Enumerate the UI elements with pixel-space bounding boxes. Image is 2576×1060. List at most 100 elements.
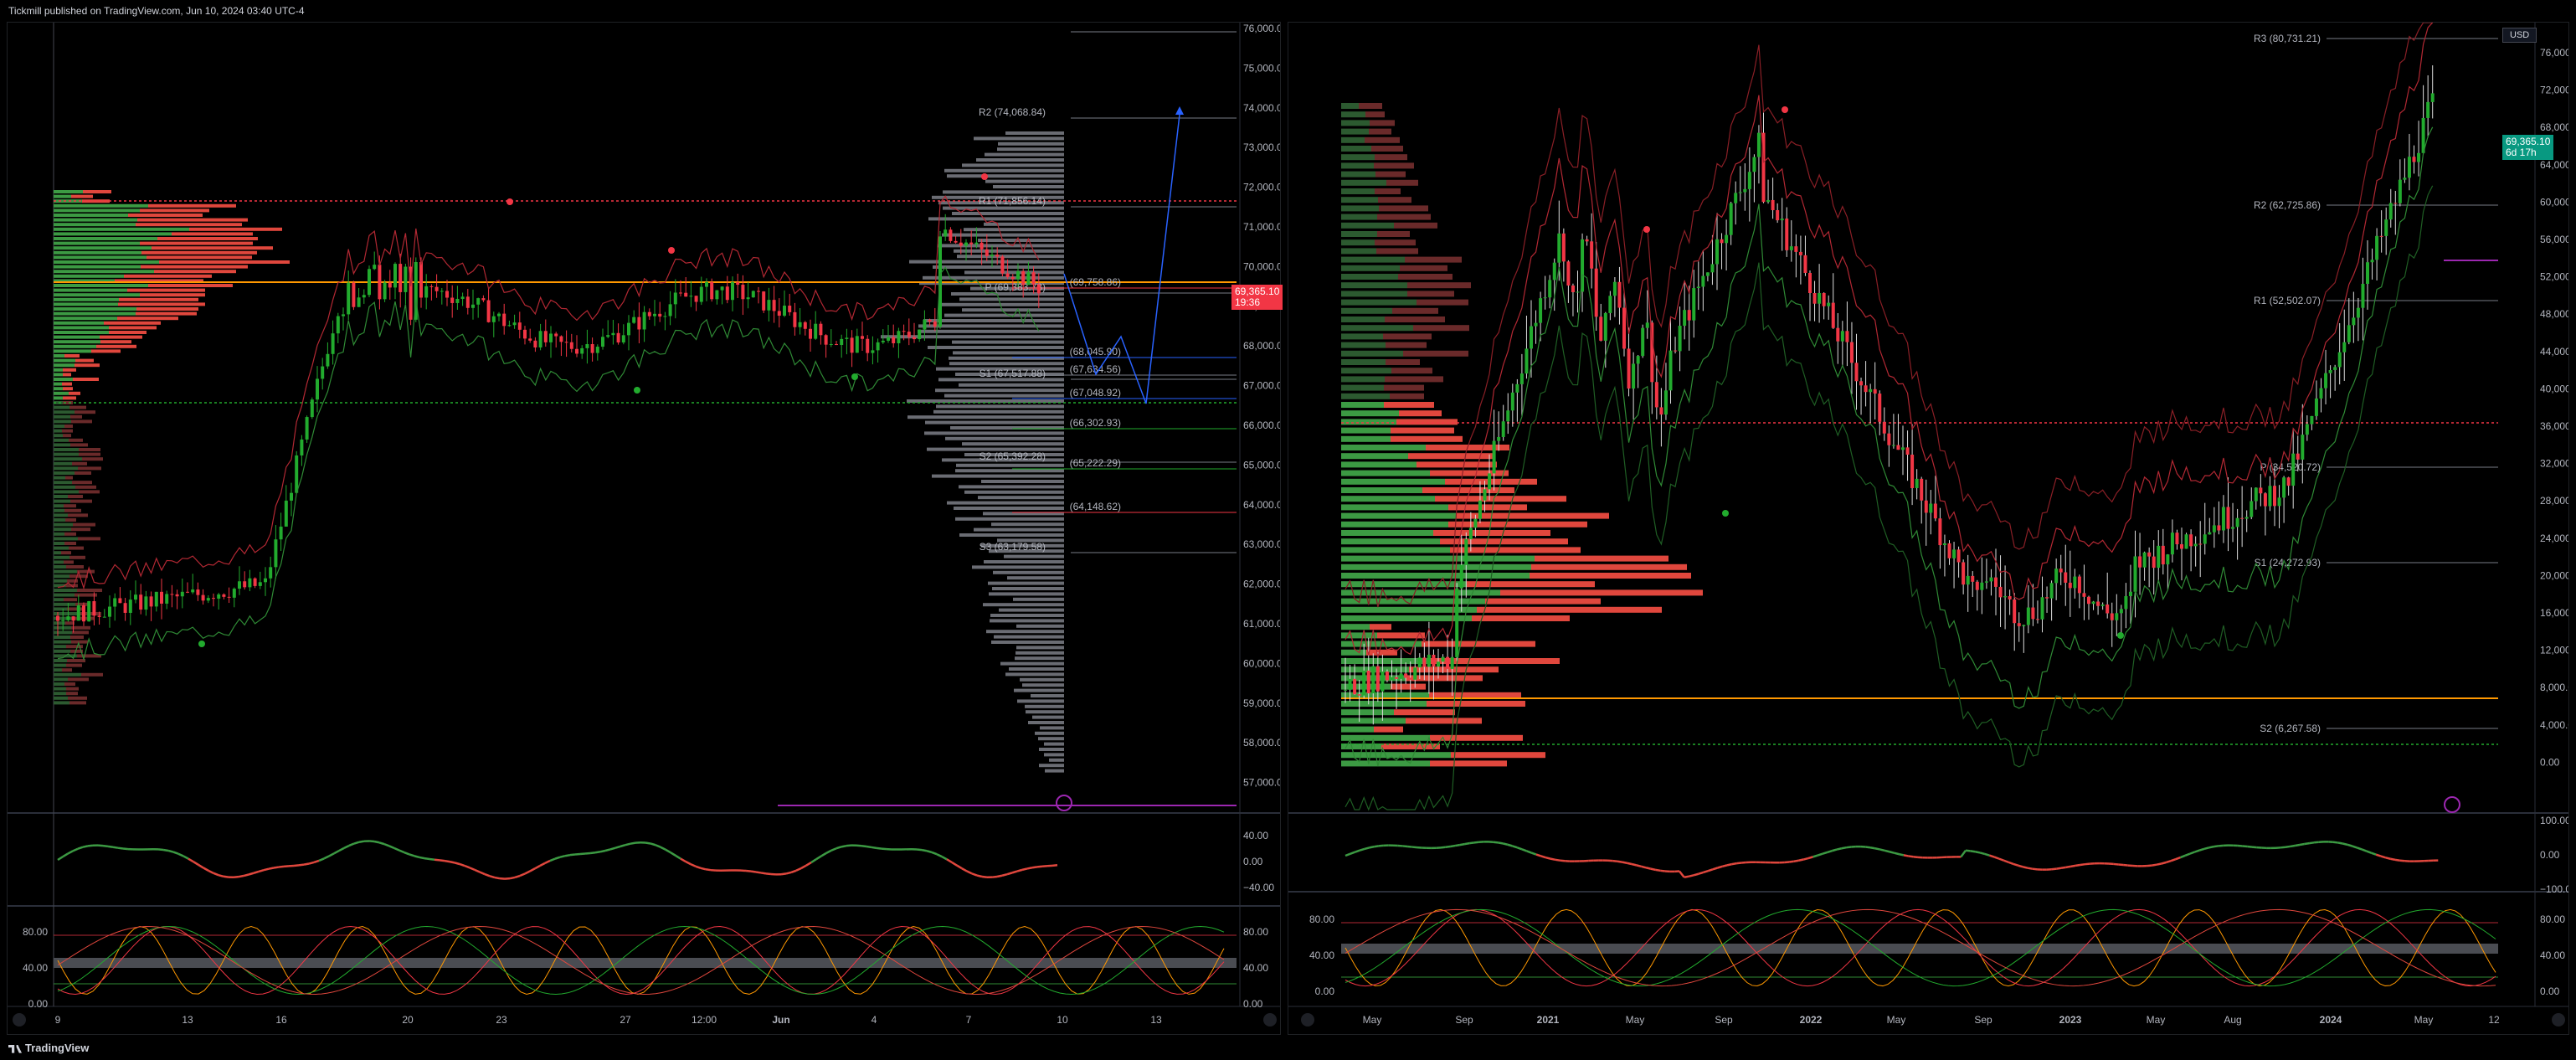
right-candle-body: [1905, 447, 1910, 455]
right-candle-body: [1385, 672, 1389, 681]
right-osc1-line: [2027, 867, 2034, 870]
right-osc1-line: [1612, 859, 1618, 863]
left-volume-profile-bar-up: [54, 190, 83, 193]
right-goto-start-button[interactable]: [1301, 1013, 1314, 1027]
right-candle-body: [2417, 152, 2421, 162]
right-countdown: 6d 17h: [2506, 147, 2537, 158]
right-candle-body: [1543, 297, 1547, 299]
left-time-axis-label: 27: [620, 1014, 631, 1026]
left-session-volume-bar: [959, 383, 1064, 387]
left-volume-profile-bar-down: [83, 190, 111, 193]
right-candle-body: [1371, 666, 1375, 694]
right-osc1-line: [1793, 859, 1799, 863]
right-candle-body: [2198, 543, 2203, 545]
right-candle-body: [1780, 219, 1784, 221]
left-volume-profile-bar-down: [109, 326, 157, 330]
left-osc1-line: [609, 846, 616, 851]
left-volume-profile-bar-down: [73, 378, 99, 381]
right-volume-profile-bar-down: [1377, 632, 1425, 639]
right-candle-body: [1663, 390, 1668, 415]
left-session-volume-bar: [997, 538, 1064, 543]
right-candle-body: [1776, 209, 1780, 221]
left-session-volume-bar: [1014, 688, 1064, 692]
right-auto-scale-button[interactable]: [2552, 1013, 2565, 1027]
right-candle-body: [1891, 445, 1895, 446]
left-goto-start-button[interactable]: [13, 1013, 26, 1027]
left-candle-body: [175, 594, 179, 597]
left-candle-body: [66, 616, 70, 620]
left-time-axis-label: 20: [402, 1014, 414, 1026]
right-volume-profile-bar-up: [1341, 734, 1430, 741]
left-osc1-line: [926, 850, 933, 854]
left-price-axis-label: 58,000.00: [1243, 737, 1280, 749]
left-chart-canvas[interactable]: 76,000.00 75,000.00 74,000.00 73,000.00 72,0…: [8, 23, 1280, 1034]
right-candle-body: [1924, 500, 1928, 513]
left-candle-body: [923, 319, 927, 330]
right-volume-profile-bar-up: [1341, 487, 1422, 493]
left-price-axis-label: 62,000.00: [1243, 579, 1280, 590]
left-session-volume-bar: [925, 420, 1064, 425]
right-volume-profile-bar-down: [1391, 683, 1426, 690]
tradingview-logo-icon: [8, 1044, 22, 1053]
left-osc1-line: [238, 874, 244, 878]
left-volume-profile-bar-down: [100, 340, 131, 344]
right-osc1-line: [1970, 850, 1976, 853]
right-volume-profile-bar-up: [1341, 333, 1383, 340]
left-session-volume-bar: [983, 512, 1064, 516]
left-price-axis-label: 59,000.00: [1243, 697, 1280, 709]
left-chart-pane[interactable]: 76,000.00 75,000.00 74,000.00 73,000.00 72,0…: [7, 22, 1283, 1035]
right-candle-body: [2166, 554, 2170, 565]
left-volume-profile-bar-up: [54, 560, 64, 564]
right-osc1-line: [2147, 864, 2152, 867]
right-earnings-icon[interactable]: [2444, 796, 2460, 813]
right-candle-body: [2068, 582, 2072, 589]
right-candle-body: [2115, 613, 2119, 620]
right-candle-body: [1404, 673, 1408, 678]
left-volume-profile-bar-up: [54, 227, 189, 231]
left-session-volume-bar: [999, 608, 1064, 612]
left-session-volume-bar: [1035, 731, 1064, 735]
tradingview-logo[interactable]: TradingView: [8, 1042, 89, 1054]
right-volume-profile-bar-down: [1450, 547, 1581, 553]
left-volume-profile-bar-up: [54, 241, 140, 245]
left-session-volume-bar: [923, 275, 1064, 280]
left-session-volume-bar: [955, 469, 1064, 473]
right-osc1-line: [1998, 857, 2005, 862]
left-candle-body: [866, 338, 870, 353]
right-osc1-line: [1516, 846, 1523, 851]
left-volume-profile-bar-up: [54, 354, 64, 358]
right-candle-body: [1557, 233, 1561, 263]
right-volume-profile-bar-up: [1341, 376, 1385, 383]
left-volume-profile-bar-down: [72, 481, 92, 485]
right-chart-pane[interactable]: 76,000.00 72,000.00 68,000.00 64,000.00 60,0…: [1288, 22, 2569, 1035]
left-osc1-line: [117, 846, 124, 850]
left-osc1-line: [439, 859, 445, 862]
left-auto-scale-button[interactable]: [1263, 1013, 1277, 1027]
left-osc1-line: [218, 873, 224, 877]
left-osc1-line: [785, 871, 792, 875]
right-band-line: [1345, 23, 2434, 658]
left-volume-profile-bar-down: [148, 203, 236, 208]
left-candle-body: [383, 282, 387, 300]
currency-button[interactable]: USD: [2502, 28, 2537, 43]
right-osc1-line: [1721, 864, 1728, 868]
right-candle-body: [2203, 534, 2207, 544]
left-session-volume-bar: [962, 442, 1064, 446]
left-candle-body: [647, 311, 651, 316]
right-candle-body: [2277, 497, 2281, 507]
right-osc1-line: [2080, 862, 2085, 867]
left-session-volume-bar: [1013, 597, 1064, 601]
left-osc1-line: [620, 843, 626, 848]
right-osc1-line: [1693, 872, 1699, 877]
left-candle-body: [1000, 256, 1005, 274]
left-earnings-icon[interactable]: [1056, 795, 1072, 811]
right-volume-profile-bar-down: [1385, 316, 1445, 322]
left-volume-profile-bar-up: [54, 452, 79, 456]
right-chart-canvas[interactable]: 76,000.00 72,000.00 68,000.00 64,000.00 60,0…: [1288, 23, 2568, 1034]
right-volume-profile-bar-up: [1341, 342, 1386, 348]
right-candle-body: [2324, 373, 2328, 388]
left-candle-body: [139, 594, 143, 610]
left-osc1-axis-label: 40.00: [1243, 830, 1268, 841]
right-osc1-line: [1364, 846, 1370, 851]
left-volume-profile-bar-down: [71, 194, 93, 198]
